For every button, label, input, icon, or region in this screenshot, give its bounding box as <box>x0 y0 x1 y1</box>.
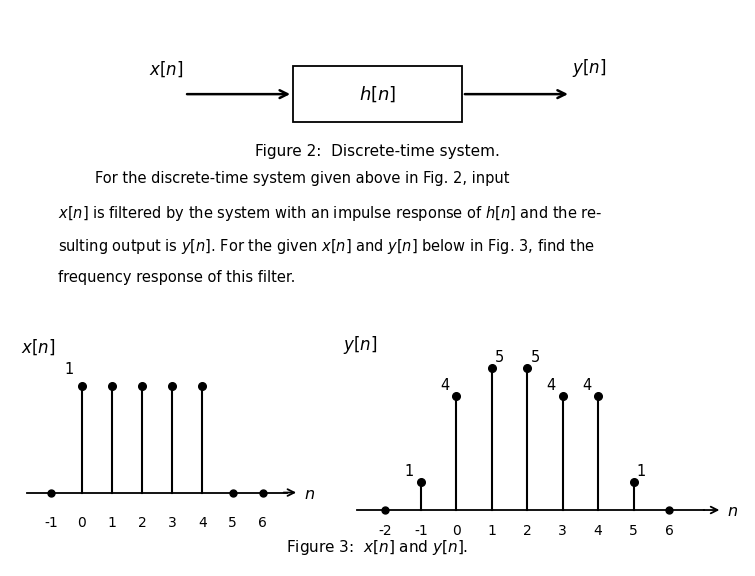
Text: $h[n]$: $h[n]$ <box>359 84 396 104</box>
Text: $x[n]$: $x[n]$ <box>149 59 183 79</box>
Text: 3: 3 <box>168 516 177 530</box>
Text: Figure 3:  $x[n]$ and $y[n]$.: Figure 3: $x[n]$ and $y[n]$. <box>286 538 469 557</box>
Text: $x[n]$ is filtered by the system with an impulse response of $h[n]$ and the re-: $x[n]$ is filtered by the system with an… <box>58 204 602 223</box>
Text: 5: 5 <box>228 516 237 530</box>
Text: 1: 1 <box>405 464 414 479</box>
Text: $y[n]$: $y[n]$ <box>343 334 378 356</box>
Text: 4: 4 <box>593 524 602 538</box>
Text: 3: 3 <box>558 524 567 538</box>
Text: 4: 4 <box>440 378 449 393</box>
Text: 4: 4 <box>198 516 207 530</box>
Text: 2: 2 <box>522 524 532 538</box>
Text: 5: 5 <box>629 524 638 538</box>
Text: -2: -2 <box>378 524 392 538</box>
Text: 5: 5 <box>530 350 540 365</box>
Text: For the discrete-time system given above in Fig. 2, input: For the discrete-time system given above… <box>58 172 510 187</box>
Text: 4: 4 <box>547 378 556 393</box>
Text: 6: 6 <box>258 516 267 530</box>
Text: -1: -1 <box>414 524 427 538</box>
Text: 5: 5 <box>495 350 504 365</box>
Text: Figure 2:  Discrete-time system.: Figure 2: Discrete-time system. <box>255 145 500 160</box>
Text: $y[n]$: $y[n]$ <box>572 57 606 79</box>
Text: $n$: $n$ <box>728 504 738 519</box>
Text: $x[n]$: $x[n]$ <box>21 338 56 357</box>
Text: -1: -1 <box>45 516 58 530</box>
Text: 4: 4 <box>582 378 591 393</box>
Text: 0: 0 <box>77 516 86 530</box>
Text: frequency response of this filter.: frequency response of this filter. <box>58 270 295 285</box>
Text: 0: 0 <box>452 524 461 538</box>
Text: 1: 1 <box>65 362 74 377</box>
Text: 6: 6 <box>664 524 673 538</box>
Text: 1: 1 <box>636 464 646 479</box>
Text: 2: 2 <box>137 516 146 530</box>
Text: $n$: $n$ <box>304 487 315 502</box>
Bar <box>293 66 462 122</box>
Text: 1: 1 <box>107 516 116 530</box>
Text: 1: 1 <box>487 524 496 538</box>
Text: sulting output is $y[n]$. For the given $x[n]$ and $y[n]$ below in Fig. 3, find : sulting output is $y[n]$. For the given … <box>58 237 595 256</box>
